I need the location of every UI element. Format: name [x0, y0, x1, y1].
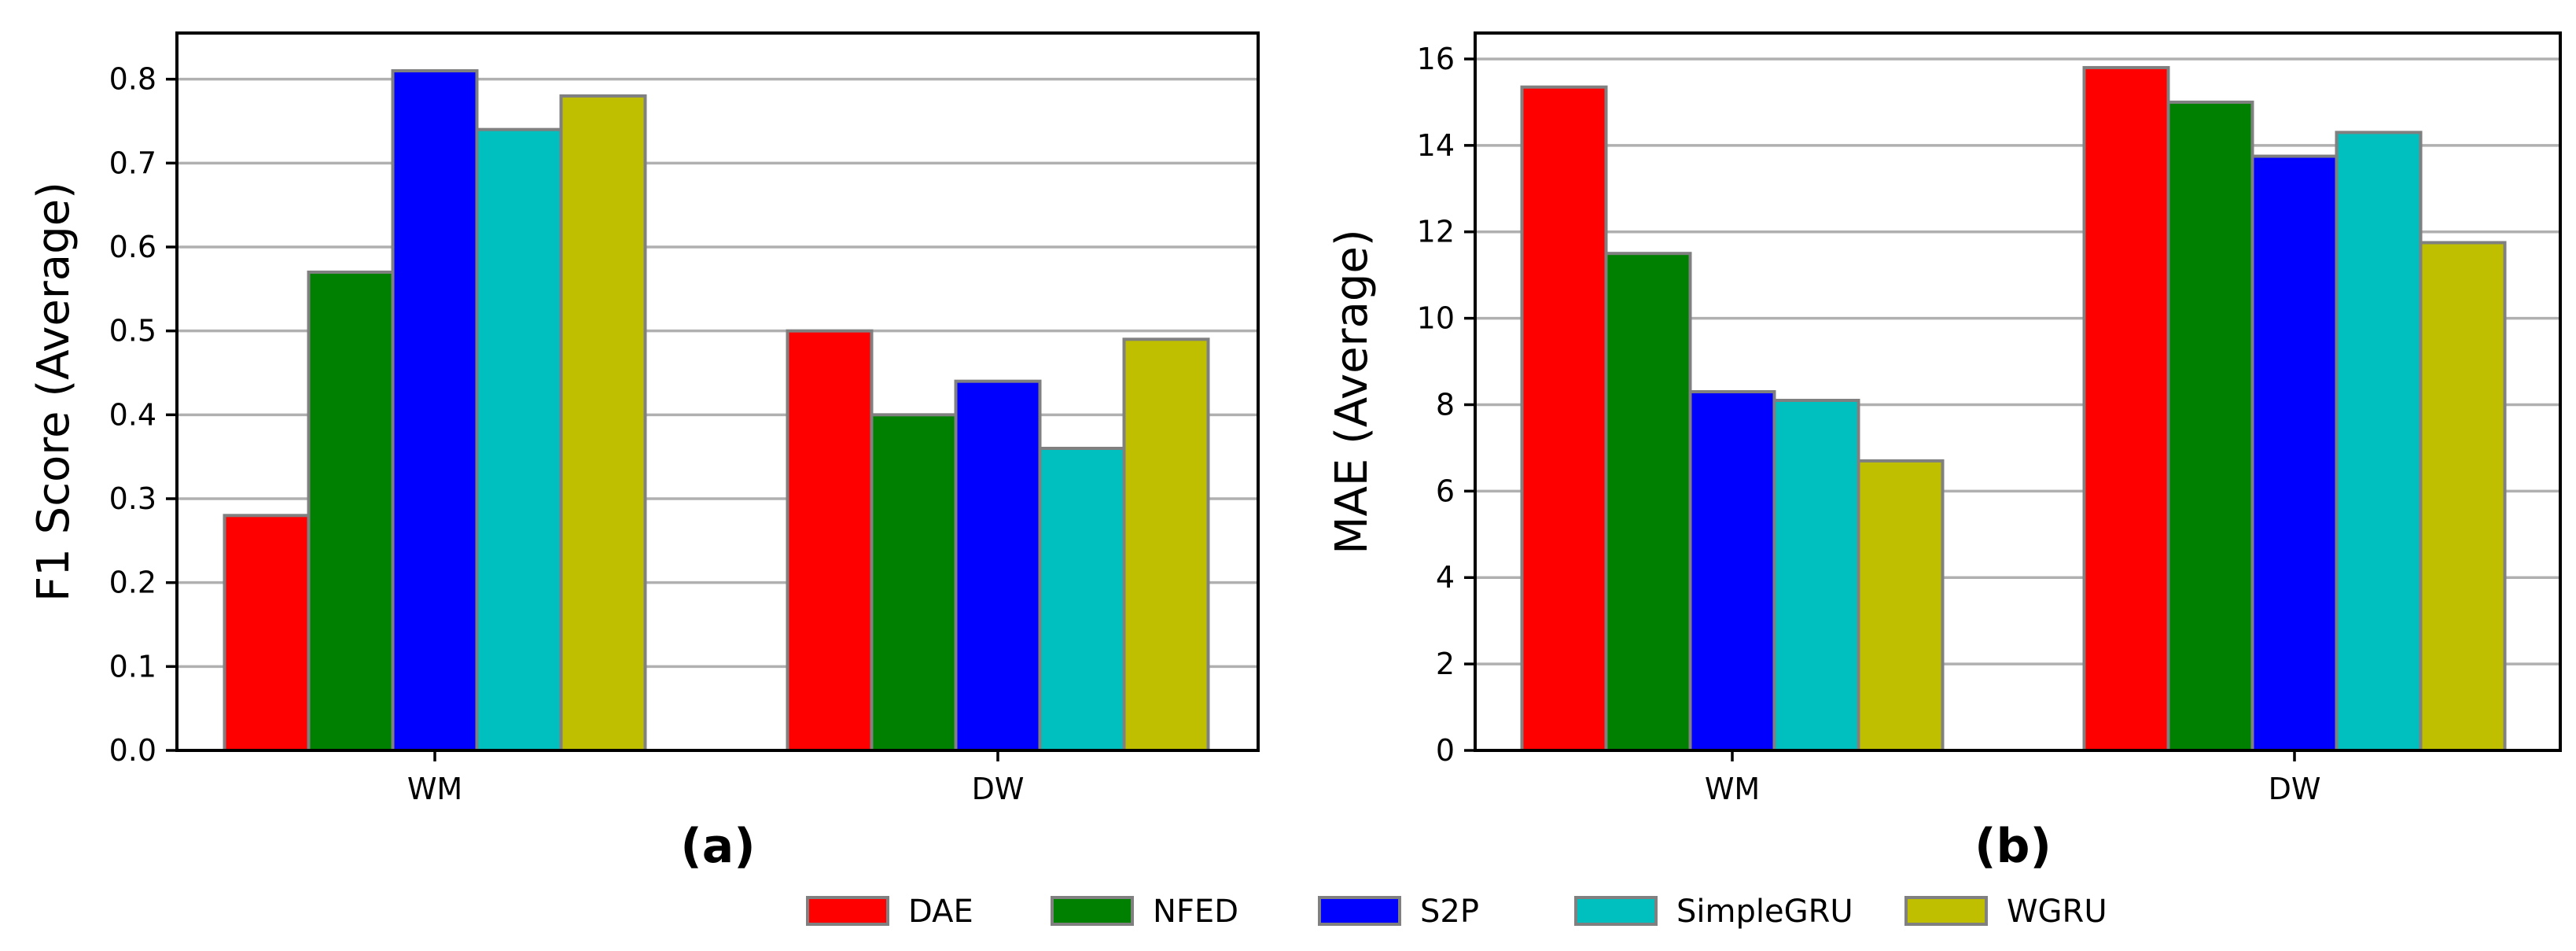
chart-panel-a: 0.0 0.1 0.2 0.3 0.4 0.5 0.6 0.7 0.8 WM DW F1 Score … — [28, 31, 1260, 874]
bar — [559, 94, 647, 752]
y-tick-label: 8 — [1436, 387, 1455, 422]
legend: DAE NFED S2P SimpleGRU WGRU — [806, 894, 2107, 930]
bar — [870, 413, 958, 752]
y-tick-label: 6 — [1436, 474, 1455, 508]
bar — [2166, 100, 2254, 752]
y-tick-label: 0.5 — [109, 314, 156, 348]
axes-frame — [175, 31, 1260, 752]
bar — [475, 127, 563, 752]
y-tick-label: 0.6 — [109, 230, 156, 264]
y-tick-label: 0.8 — [109, 62, 156, 97]
y-tick-label: 0.4 — [109, 397, 156, 432]
y-tick-label: 0.2 — [109, 566, 156, 600]
legend-label: WGRU — [2007, 894, 2107, 930]
y-tick-label: 0 — [1436, 733, 1455, 768]
y-tick-label: 0.1 — [109, 649, 156, 684]
axes-frame — [1474, 31, 2562, 752]
bar — [1122, 337, 1210, 753]
bar — [223, 514, 311, 752]
legend-swatch — [1051, 896, 1134, 926]
legend-label: NFED — [1153, 894, 1238, 930]
bar — [2082, 65, 2170, 753]
legend-label: DAE — [908, 894, 973, 930]
x-tick-label: DW — [2269, 772, 2321, 806]
bar — [1520, 85, 1608, 753]
x-tick-label: WM — [407, 772, 462, 806]
legend-swatch — [1574, 896, 1658, 926]
y-axis-label: F1 Score (Average) — [28, 182, 79, 602]
legend-swatch — [1904, 896, 1988, 926]
y-tick-label: 12 — [1417, 215, 1455, 249]
bar — [954, 379, 1042, 752]
legend-swatch — [806, 896, 889, 926]
bar — [1038, 447, 1126, 752]
bar — [1604, 252, 1692, 753]
bar — [786, 329, 874, 752]
panel-label: (a) — [680, 819, 755, 874]
bar — [2250, 154, 2339, 752]
legend-label: SimpleGRU — [1676, 894, 1853, 930]
y-tick-label: 4 — [1436, 560, 1455, 595]
y-tick-label: 0.7 — [109, 146, 156, 180]
legend-label: S2P — [1420, 894, 1479, 930]
x-tick-label: WM — [1705, 772, 1760, 806]
y-tick-label: 0.3 — [109, 481, 156, 516]
y-axis-label: MAE (Average) — [1327, 229, 1378, 554]
panel-label: (b) — [1974, 819, 2052, 874]
bar — [1688, 390, 1776, 752]
legend-swatch — [1318, 896, 1401, 926]
bar — [2419, 241, 2507, 752]
bar — [2335, 131, 2423, 752]
bar — [307, 271, 395, 752]
bar — [1857, 459, 1945, 752]
y-tick-label: 14 — [1417, 128, 1455, 163]
chart-panel-b: 0 2 4 6 8 10 12 14 16 WM DW MAE (Average) (b) — [1327, 31, 2562, 874]
y-tick-label: 10 — [1417, 301, 1455, 336]
x-tick-label: DW — [972, 772, 1025, 806]
y-tick-label: 2 — [1436, 647, 1455, 681]
bar — [391, 69, 479, 752]
bar — [1772, 398, 1860, 752]
y-tick-label: 0.0 — [109, 733, 156, 768]
y-tick-label: 16 — [1417, 42, 1455, 76]
